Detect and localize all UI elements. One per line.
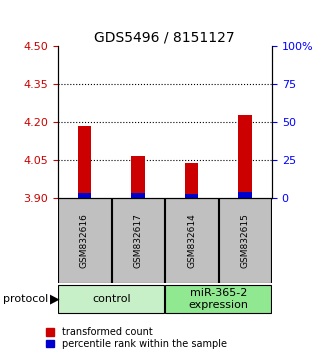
Bar: [78, 126, 91, 198]
Text: GSM832616: GSM832616: [80, 213, 89, 268]
Legend: transformed count, percentile rank within the sample: transformed count, percentile rank withi…: [46, 327, 227, 349]
Bar: [185, 194, 198, 198]
Title: GDS5496 / 8151127: GDS5496 / 8151127: [94, 31, 235, 45]
Text: miR-365-2
expression: miR-365-2 expression: [188, 288, 248, 310]
Bar: [238, 192, 252, 198]
Bar: [112, 198, 164, 283]
Bar: [78, 193, 91, 198]
Bar: [165, 198, 218, 283]
Text: protocol: protocol: [3, 294, 48, 304]
Bar: [185, 163, 198, 198]
Bar: [219, 198, 271, 283]
Text: GSM832617: GSM832617: [133, 213, 142, 268]
Bar: [165, 285, 271, 314]
Text: ▶: ▶: [50, 293, 59, 306]
Bar: [131, 193, 145, 198]
Bar: [131, 156, 145, 198]
Text: GSM832614: GSM832614: [187, 213, 196, 268]
Text: control: control: [92, 294, 131, 304]
Bar: [238, 114, 252, 198]
Text: GSM832615: GSM832615: [241, 213, 250, 268]
Bar: [58, 285, 164, 314]
Bar: [58, 198, 111, 283]
